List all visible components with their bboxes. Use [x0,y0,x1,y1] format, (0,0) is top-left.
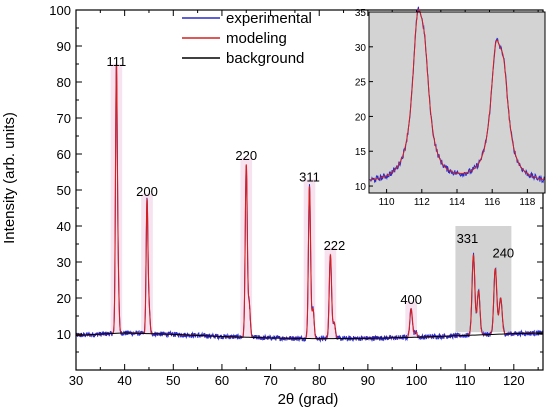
peak-label-311: 311 [299,169,320,184]
x-tick-label-60: 60 [215,373,229,388]
y-tick-label-10: 10 [57,327,71,342]
x-axis-title: 2θ (grad) [278,391,339,408]
x-tick-label-120: 120 [503,373,525,388]
legend-label-modeling: modeling [226,30,287,47]
peak-label-220: 220 [235,148,257,163]
y-tick-label-30: 30 [57,255,71,270]
inset-y-tick-label-25: 25 [355,78,367,89]
y-tick-label-40: 40 [57,219,71,234]
peak-label-400: 400 [400,292,422,307]
y-tick-label-90: 90 [57,39,71,54]
inset-y-tick-label-15: 15 [355,147,367,158]
x-tick-label-110: 110 [455,373,476,388]
peak-shade-2 [240,157,253,338]
peak-label-222: 222 [324,238,346,253]
peak-shade-3 [303,179,316,339]
peak-label-331: 331 [457,231,479,246]
peak-shade-4 [324,247,337,339]
inset-x-tick-label-114: 114 [449,197,465,208]
inset-plot-area: 110 112 114 116 118 10 15 20 25 30 35 [355,6,546,208]
x-tick-label-40: 40 [117,373,131,388]
peak-shade-0 [110,64,123,334]
legend-label-experimental: experimental [226,10,312,27]
peak-label-111: 111 [106,54,126,69]
inset-x-tick-label-112: 112 [414,197,430,208]
y-tick-label-100: 100 [49,3,71,18]
y-axis-title: Intensity (arb. units) [1,112,18,244]
peak-shade-1 [141,193,153,334]
peak-shade-5 [405,301,418,338]
legend: experimental modeling background [182,10,312,67]
inset-series-modeling [369,8,545,181]
x-tick-label-80: 80 [312,373,326,388]
y-tick-label-70: 70 [57,111,71,126]
series-background [75,332,544,340]
x-tick-label-100: 100 [406,373,428,388]
inset-y-tick-label-20: 20 [355,112,367,123]
inset-y-tick-label-35: 35 [355,8,367,19]
peak-label-200: 200 [136,184,158,199]
y-tick-label-80: 80 [57,75,71,90]
inset-y-tick-label-10: 10 [355,182,367,193]
peak-label-240: 240 [492,246,514,261]
y-tick-label-50: 50 [57,183,71,198]
x-tick-label-90: 90 [361,373,375,388]
legend-label-background: background [226,50,304,67]
inset-y-tick-label-30: 30 [355,43,367,54]
inset-x-tick-label-118: 118 [519,197,535,208]
inset-x-tick-label-116: 116 [484,197,500,208]
x-tick-label-30: 30 [69,373,83,388]
inset-x-tick-label-110: 110 [379,197,395,208]
main-plot-area: 30 40 50 60 70 80 90 100 110 120 10 20 30 40 50 60 70 80 9… [49,3,544,388]
inset-background [369,12,545,193]
x-tick-label-70: 70 [263,373,277,388]
y-tick-label-20: 20 [57,291,71,306]
y-tick-label-60: 60 [57,147,71,162]
x-tick-label-50: 50 [166,373,180,388]
